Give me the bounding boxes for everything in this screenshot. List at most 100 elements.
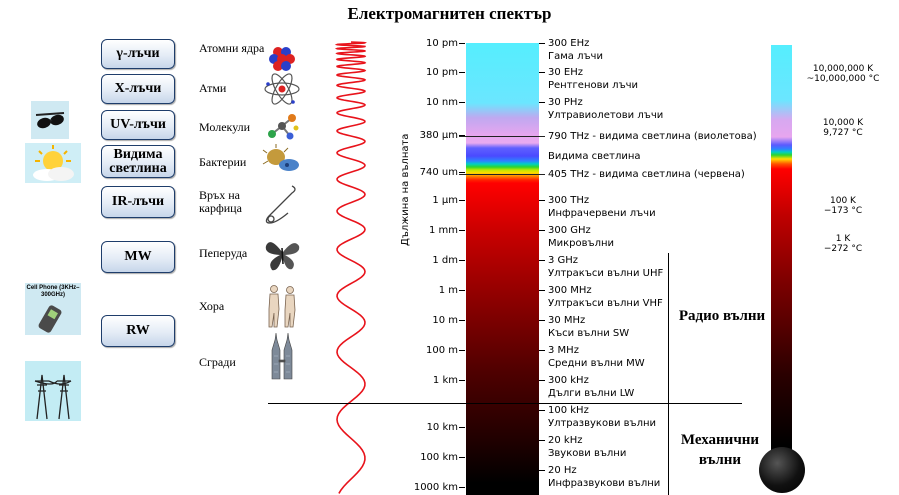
- band-name: Средни вълни MW: [548, 358, 645, 369]
- object-label-molecules: Молекули: [199, 120, 251, 134]
- kelvin-value: 10,000,000 K: [812, 64, 874, 74]
- wavelength-tick: [459, 135, 465, 136]
- wavelength-tick: [459, 172, 465, 173]
- frequency-value: 30 PHz: [548, 97, 583, 108]
- button-label: RW: [126, 323, 150, 338]
- butterfly-icon: [262, 234, 302, 274]
- frequency-value: 405 THz - видима светлина (червена): [548, 169, 745, 180]
- kelvin-value: 10,000 K: [822, 118, 864, 128]
- radio-waves-label: Радио вълни: [678, 308, 766, 324]
- band-name: Ултразвукови вълни: [548, 418, 657, 429]
- frequency-tick: [539, 350, 545, 351]
- thermometer-bulb: [759, 447, 805, 493]
- frequency-tick: [539, 230, 545, 231]
- visible-light-button[interactable]: Видима светлина: [101, 145, 175, 178]
- object-label-atoms: Атми: [199, 81, 227, 95]
- wavelength-tick: [459, 350, 465, 351]
- temp-label-3: 100 K −173 °C: [804, 196, 882, 216]
- wavelength-label: 1 mm: [428, 225, 458, 236]
- wavelength-tick: [459, 457, 465, 458]
- radio-band-bracket: [668, 253, 669, 403]
- object-label-humans: Хора: [199, 299, 225, 313]
- button-label: UV-лъчи: [110, 117, 166, 132]
- sun-icon: [25, 143, 81, 183]
- wavelength-tick: [459, 260, 465, 261]
- frequency-tick: [539, 320, 545, 321]
- celsius-value: −272 °C: [823, 244, 863, 254]
- cell-phone-caption: Cell Phone (3KHz–300GHz): [26, 285, 80, 298]
- wavelength-label: 380 μm: [419, 130, 458, 141]
- band-name: Видима светлина: [548, 151, 641, 162]
- object-label-bacteria: Бактерии: [199, 155, 247, 169]
- celsius-value: ~10,000,000 °C: [806, 74, 880, 84]
- frequency-tick: [539, 470, 545, 471]
- temp-label-4: 1 K −272 °C: [804, 234, 882, 254]
- thermometer-tube: [771, 45, 792, 465]
- wavelength-label: 10 nm: [426, 97, 458, 108]
- button-label: Видима светлина: [109, 146, 167, 176]
- band-name: Ултравиолетови лъчи: [548, 110, 664, 121]
- microwave-button[interactable]: MW: [101, 241, 175, 273]
- object-label-pinhead: Връх на карфица: [199, 188, 242, 215]
- band-name: Ултракъси вълни UHF: [548, 268, 664, 279]
- visible-boundary-line: [459, 136, 545, 137]
- band-name: Гама лъчи: [548, 51, 603, 62]
- humans-icon: [262, 283, 302, 329]
- kelvin-value: 1 K: [835, 234, 851, 244]
- wavelength-label: 100 km: [420, 452, 458, 463]
- button-label: γ-лъчи: [116, 46, 160, 61]
- buildings-icon: [262, 332, 302, 380]
- frequency-tick: [539, 102, 545, 103]
- atom-icon: [262, 70, 302, 108]
- x-rays-button[interactable]: X-лъчи: [101, 74, 175, 104]
- celsius-value: −173 °C: [823, 206, 863, 216]
- wavelength-label: 1 km: [432, 375, 458, 386]
- wavelength-label: 10 pm: [426, 67, 458, 78]
- button-label: MW: [124, 249, 152, 264]
- frequency-value: 300 kHz: [548, 375, 589, 386]
- wavelength-tick: [459, 230, 465, 231]
- wavelength-label: 10 pm: [426, 38, 458, 49]
- frequency-tick: [539, 410, 545, 411]
- wavelength-tick: [459, 102, 465, 103]
- mechanical-band-bracket: [668, 403, 669, 495]
- frequency-value: 300 MHz: [548, 285, 592, 296]
- wavelength-tick: [459, 200, 465, 201]
- object-label-butterfly: Пеперуда: [199, 246, 248, 260]
- celsius-value: 9,727 °C: [823, 128, 863, 138]
- wavelength-tick: [459, 427, 465, 428]
- band-name: Микровълни: [548, 238, 615, 249]
- band-name: Ултракъси вълни VHF: [548, 298, 663, 309]
- bacteria-icon: [262, 143, 302, 177]
- frequency-value: 300 GHz: [548, 225, 591, 236]
- spectrum-bar: [466, 43, 539, 495]
- uv-rays-button[interactable]: UV-лъчи: [101, 110, 175, 140]
- wavelength-label: 10 km: [426, 422, 458, 433]
- gamma-rays-button[interactable]: γ-лъчи: [101, 39, 175, 69]
- frequency-tick: [539, 260, 545, 261]
- ir-rays-button[interactable]: IR-лъчи: [101, 186, 175, 218]
- frequency-value: 790 THz - видима светлина (виолетова): [548, 131, 757, 142]
- band-name: Инфразвукови вълни: [548, 478, 661, 489]
- frequency-value: 30 EHz: [548, 67, 583, 78]
- nucleus-icon: [262, 40, 302, 76]
- wavelength-tick: [459, 487, 465, 488]
- wavelength-tick: [459, 380, 465, 381]
- object-label-nuclei: Атомни ядра: [199, 41, 265, 55]
- wavelength-tick: [459, 72, 465, 73]
- wavelength-tick: [459, 43, 465, 44]
- wavelength-wave: [334, 41, 367, 494]
- wavelength-label: 1 dm: [432, 255, 458, 266]
- wavelength-label: 10 m: [432, 315, 458, 326]
- band-name: Звукови вълни: [548, 448, 627, 459]
- band-name: Инфрачервени лъчи: [548, 208, 656, 219]
- radio-waves-button[interactable]: RW: [101, 315, 175, 347]
- frequency-value: 20 kHz: [548, 435, 583, 446]
- band-name: Къси вълни SW: [548, 328, 630, 339]
- frequency-value: 300 THz: [548, 195, 590, 206]
- visible-boundary-line: [459, 174, 545, 175]
- object-label-buildings: Сгради: [199, 355, 236, 369]
- frequency-value: 100 kHz: [548, 405, 589, 416]
- sunglasses-icon: [31, 101, 69, 139]
- kelvin-value: 100 K: [830, 196, 856, 206]
